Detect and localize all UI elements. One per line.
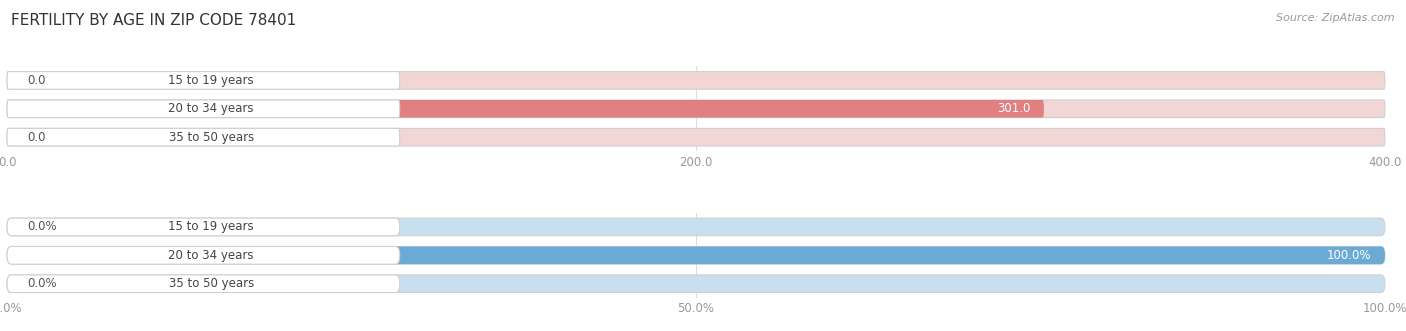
Text: 0.0%: 0.0% [28,277,58,290]
FancyBboxPatch shape [7,247,1385,264]
FancyBboxPatch shape [7,100,1385,118]
FancyBboxPatch shape [7,247,1385,264]
Text: 15 to 19 years: 15 to 19 years [169,220,254,233]
Text: FERTILITY BY AGE IN ZIP CODE 78401: FERTILITY BY AGE IN ZIP CODE 78401 [11,13,297,28]
FancyBboxPatch shape [7,275,399,293]
Text: 20 to 34 years: 20 to 34 years [169,102,254,115]
Text: 15 to 19 years: 15 to 19 years [169,74,254,87]
Text: 301.0: 301.0 [997,102,1031,115]
Text: 35 to 50 years: 35 to 50 years [169,131,254,144]
FancyBboxPatch shape [7,128,399,146]
Text: 100.0%: 100.0% [1327,249,1371,262]
FancyBboxPatch shape [7,218,399,236]
FancyBboxPatch shape [7,71,1385,89]
FancyBboxPatch shape [7,275,1385,293]
FancyBboxPatch shape [7,128,1385,146]
FancyBboxPatch shape [7,100,1043,118]
Text: 20 to 34 years: 20 to 34 years [169,249,254,262]
Text: Source: ZipAtlas.com: Source: ZipAtlas.com [1277,13,1395,23]
FancyBboxPatch shape [7,247,399,264]
Text: 35 to 50 years: 35 to 50 years [169,277,254,290]
FancyBboxPatch shape [7,71,399,89]
Text: 0.0%: 0.0% [28,220,58,233]
FancyBboxPatch shape [7,218,1385,236]
Text: 0.0: 0.0 [28,74,46,87]
Text: 0.0: 0.0 [28,131,46,144]
FancyBboxPatch shape [7,100,399,118]
